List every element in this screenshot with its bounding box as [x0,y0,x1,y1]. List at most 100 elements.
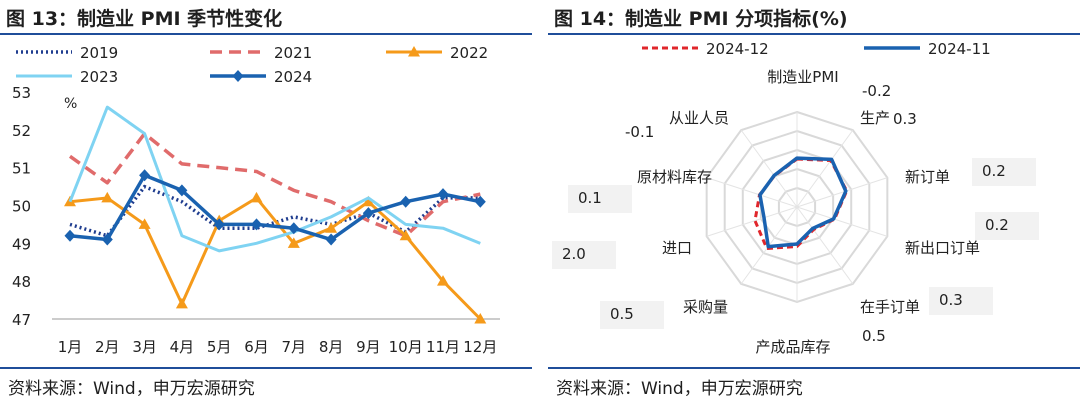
legend-label: 2021 [274,44,312,62]
data-point [175,297,188,309]
data-point [101,191,114,203]
legend-label: 2024-11 [928,40,991,58]
grid-spoke [796,206,888,237]
y-tick-label: 53 [12,84,31,102]
change-value: 0.3 [893,110,917,128]
change-label: 0.1 [578,189,602,207]
change-box [975,212,1039,240]
data-point [437,188,449,201]
change-label: 0.5 [610,305,634,323]
data-point [362,207,374,220]
data-point [474,195,486,208]
change-value: 0.1 [568,185,632,213]
change-value: 0.5 [862,327,886,345]
legend-marker [232,70,244,82]
unit-label: % [64,96,77,112]
change-box [972,158,1036,186]
change-box [600,301,664,329]
x-tick-label: 11月 [426,338,460,356]
change-value: 0.2 [972,158,1036,186]
change-label: 0.2 [985,216,1009,234]
grid-spoke [796,177,888,208]
data-point [325,222,338,233]
axis-label: 生产 [860,109,890,127]
data-point [101,233,113,246]
series-2021 [68,131,481,238]
axis-label: 产成品库存 [755,338,830,356]
axis-label: 新出口订单 [905,239,980,257]
pmi-components-panel: 图 14：制造业 PMI 分项指标(%) 2024-12 2024-11 制造业PM… [548,0,1080,402]
data-point [250,191,263,203]
data-point [399,229,412,241]
x-tick-label: 9月 [356,338,381,356]
x-tick-label: 6月 [244,338,269,356]
axis-label: 从业人员 [669,109,729,127]
change-label: -0.1 [625,123,654,141]
series-2024-11 [758,156,848,249]
change-label: 0.3 [893,110,917,128]
legend-label: 2024-12 [706,40,769,58]
legend-item-2024-12: 2024-12 [642,40,769,58]
data-point [288,222,300,235]
series-line [68,131,481,238]
change-label: -0.2 [862,82,891,100]
data-point [139,169,151,182]
grid-spoke [796,206,854,285]
x-tick-label: 10月 [389,338,423,356]
series-2023 [68,105,481,253]
series-line [69,196,482,321]
y-tick-label: 52 [12,122,31,140]
y-tick-label: 50 [12,198,31,216]
y-tick-label: 49 [12,235,31,253]
data-point [287,237,300,248]
series-2024 [64,169,486,246]
grid-spoke [706,206,798,237]
legend-label: 2022 [450,44,488,62]
data-point [138,218,151,229]
seasonal-pmi-panel: 图 13：制造业 PMI 季节性变化 2019 2021 2022 2023 2024 5… [0,8,532,399]
data-point [400,195,412,208]
series-line [69,184,481,238]
data-point [362,195,375,207]
change-label: 2.0 [562,245,586,263]
series-2022 [64,191,487,324]
x-tick-label: 8月 [319,338,344,356]
grid-spoke [740,129,798,208]
x-tick-label: 1月 [58,338,83,356]
data-point [213,218,225,231]
axis-label: 制造业PMI [767,68,838,86]
change-value: -0.2 [862,82,891,100]
data-point [251,218,262,231]
change-label: 0.5 [862,327,886,345]
title-rule [0,33,532,35]
radar-grid [705,110,889,304]
x-tick-label: 3月 [132,338,157,356]
x-tick-label: 5月 [207,338,232,356]
data-point [64,229,76,242]
x-tick-label: 12月 [463,338,497,356]
legend-marker [408,46,420,57]
x-tick-label: 7月 [282,338,307,356]
legend-label: 2019 [80,44,118,62]
change-label: 0.2 [982,162,1006,180]
right-source-note: 资料来源：Wind，申万宏源研究 [556,379,803,399]
series-2019 [69,184,481,238]
y-tick-label: 48 [12,273,31,291]
legend-label: 2023 [80,68,118,86]
legend-item-2021: 2021 [210,44,312,62]
data-point [176,184,188,197]
change-value: -0.1 [625,123,654,141]
change-box [552,241,616,269]
figure-13-title: 图 13：制造业 PMI 季节性变化 [6,8,283,30]
data-point [474,313,487,324]
change-value: 0.3 [929,287,993,315]
figure-14-title: 图 14：制造业 PMI 分项指标(%) [554,8,848,30]
legend-label: 2024 [274,68,312,86]
legend-item-2023: 2023 [16,68,118,86]
y-tick-label: 47 [12,311,31,329]
series-line [69,173,481,242]
change-value: 2.0 [552,241,616,269]
series-line [68,105,481,253]
legend-item-2024-11: 2024-11 [864,40,991,58]
grid-spoke [796,129,854,208]
